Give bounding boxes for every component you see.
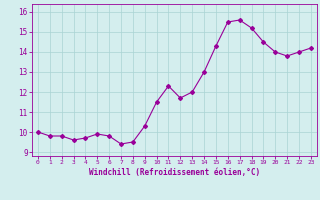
X-axis label: Windchill (Refroidissement éolien,°C): Windchill (Refroidissement éolien,°C) (89, 168, 260, 177)
